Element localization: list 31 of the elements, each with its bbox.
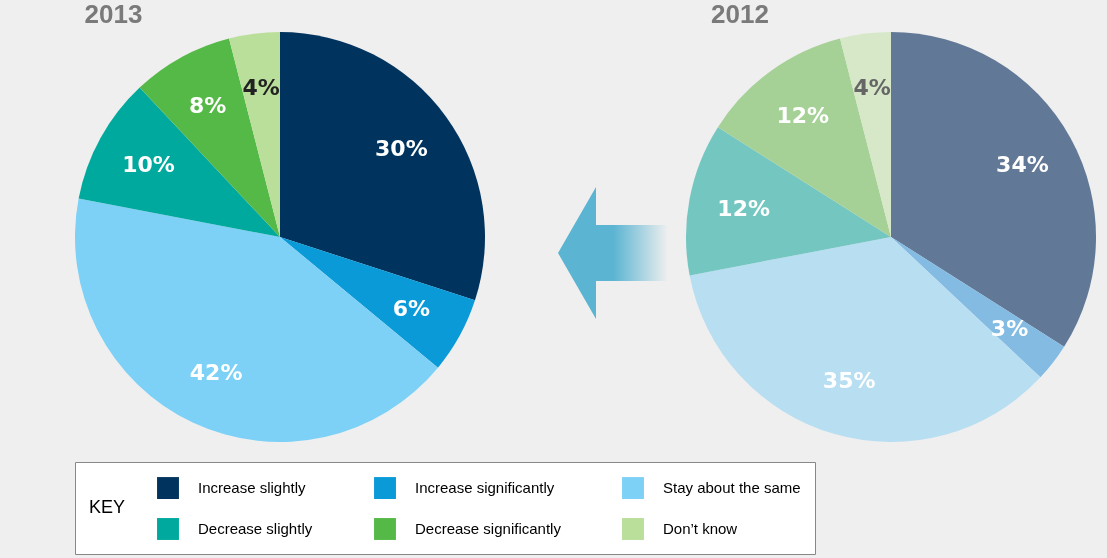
legend-label: Stay about the same	[663, 479, 801, 497]
data-label: 10%	[122, 151, 175, 177]
legend-label: Decrease significantly	[415, 520, 562, 537]
legend-label: Decrease slightly	[198, 520, 313, 537]
legend-label: Increase slightly	[198, 479, 307, 497]
data-label: 8%	[189, 92, 227, 118]
pie-slice	[717, 38, 891, 237]
pie-slice	[891, 32, 1096, 347]
data-label: 4%	[853, 75, 891, 101]
legend-label: Don’t know	[663, 520, 738, 537]
data-label: 12%	[717, 195, 770, 221]
pie-slice	[840, 32, 891, 237]
data-label: 6%	[392, 296, 431, 322]
pie-slice	[75, 198, 438, 442]
data-label: 3%	[990, 315, 1029, 341]
legend-title: KEY	[89, 497, 126, 517]
data-label: 42%	[189, 359, 243, 385]
pie-slice	[891, 237, 1065, 378]
legend-label: Increase significantly	[415, 479, 555, 497]
pie-slice	[686, 127, 891, 276]
chart-title: 2012	[711, 0, 769, 29]
pie-slice	[229, 32, 280, 237]
data-label: 12%	[776, 102, 830, 128]
pie-slice	[280, 237, 475, 368]
pie-slice	[280, 32, 485, 301]
chart-title: 2013	[84, 0, 143, 29]
pie-slice	[689, 237, 1041, 442]
data-label: 30%	[375, 135, 428, 161]
data-label: 4%	[242, 75, 280, 101]
data-label: 34%	[996, 151, 1049, 177]
data-label: 35%	[822, 368, 876, 394]
